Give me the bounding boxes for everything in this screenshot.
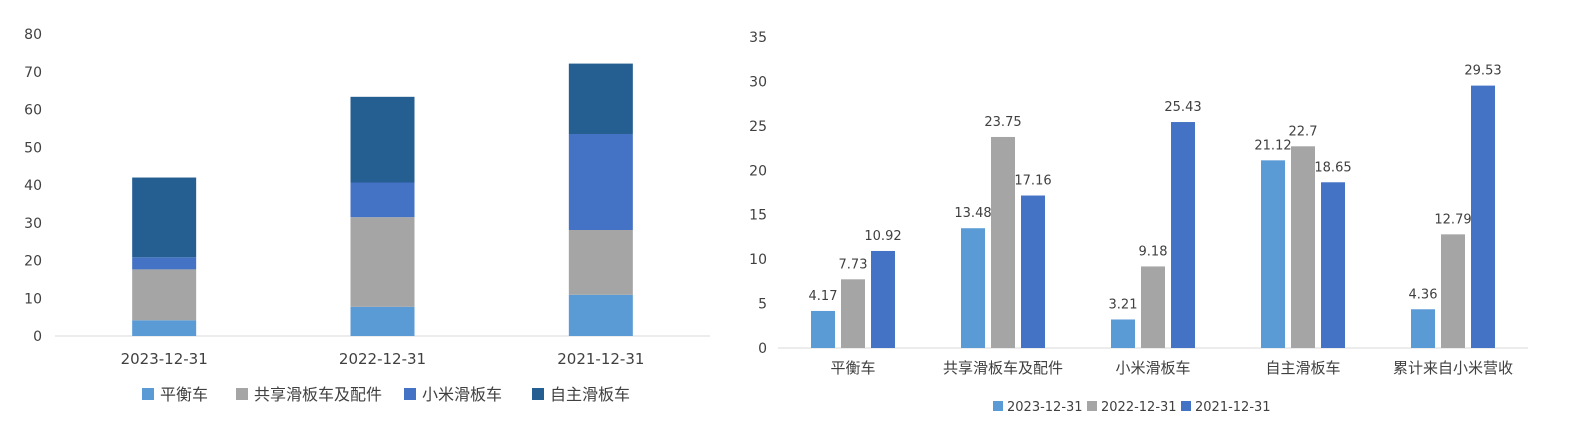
data-label: 13.48	[954, 206, 991, 221]
y-tick-label: 30	[749, 74, 767, 90]
y-tick-label: 0	[758, 341, 767, 357]
y-tick-label: 10	[749, 252, 767, 268]
y-tick-label: 60	[24, 103, 42, 119]
legend-swatch	[993, 401, 1003, 411]
x-category-label: 小米滑板车	[1115, 359, 1190, 377]
data-label: 18.65	[1314, 160, 1351, 175]
data-label: 21.12	[1254, 138, 1291, 153]
y-tick-label: 10	[24, 291, 42, 307]
legend-swatch	[532, 388, 544, 400]
legend-label: 2021-12-31	[1195, 400, 1271, 415]
y-tick-label: 15	[749, 208, 767, 224]
stacked-bar-segment	[350, 217, 415, 307]
y-tick-label: 20	[749, 163, 767, 179]
bar	[1261, 160, 1285, 348]
data-label: 9.18	[1139, 244, 1168, 259]
stacked-bar-segment	[350, 182, 415, 218]
bar	[1111, 319, 1135, 348]
bar	[1411, 309, 1435, 348]
stacked-bar-segment	[350, 96, 415, 183]
y-tick-label: 5	[758, 297, 767, 313]
bar	[1471, 85, 1495, 348]
bar	[1291, 146, 1315, 348]
y-tick-label: 80	[24, 27, 42, 43]
stacked-bar-segment	[132, 269, 197, 321]
stacked-bar-segment	[568, 63, 633, 134]
stacked-bar-segment	[132, 177, 197, 258]
stacked-bar-chart: 0 10 20 30 40 50 60 70 80 2023-12-31 2022-12-31 202…	[24, 27, 710, 404]
data-label: 7.73	[839, 257, 868, 272]
legend-swatch	[142, 388, 154, 400]
legend-swatch	[404, 388, 416, 400]
bar	[991, 136, 1015, 348]
stacked-bar-segment	[568, 294, 633, 336]
bar	[841, 279, 865, 348]
stacked-bar-segment	[568, 133, 633, 230]
grouped-bar-chart: 0 5 10 15 20 25 30 35 4.17 7.73 10.92 平衡车 13.48 23.75…	[749, 30, 1528, 415]
y-tick-label: 20	[24, 254, 42, 270]
y-tick-label: 0	[33, 329, 42, 345]
data-label: 17.16	[1014, 174, 1051, 189]
data-label: 25.43	[1164, 100, 1201, 115]
bar	[811, 310, 835, 348]
bar	[961, 228, 985, 348]
legend-label: 小米滑板车	[422, 385, 502, 404]
legend-label: 2023-12-31	[1007, 400, 1083, 415]
legend-label: 平衡车	[160, 385, 208, 404]
legend-swatch	[1087, 401, 1097, 411]
bar	[871, 250, 895, 348]
y-tick-label: 30	[24, 216, 42, 232]
data-label: 4.36	[1409, 287, 1438, 302]
y-tick-label: 40	[24, 178, 42, 194]
stacked-bar-segment	[568, 229, 633, 295]
x-category-label: 累计来自小米营收	[1393, 359, 1513, 377]
bar	[1171, 122, 1195, 348]
data-label: 12.79	[1434, 212, 1471, 227]
y-tick-label: 70	[24, 65, 42, 81]
x-category-label: 共享滑板车及配件	[943, 359, 1063, 377]
y-tick-label: 25	[749, 119, 767, 135]
bar	[1441, 234, 1465, 348]
x-category-label: 2023-12-31	[121, 350, 208, 368]
x-category-label: 2022-12-31	[339, 350, 426, 368]
data-label: 22.7	[1289, 124, 1318, 139]
legend-label: 自主滑板车	[550, 385, 630, 404]
data-label: 29.53	[1464, 64, 1501, 79]
stacked-bar-segment	[132, 320, 197, 336]
data-label: 3.21	[1109, 297, 1138, 312]
legend-label: 共享滑板车及配件	[254, 385, 382, 404]
data-label: 4.17	[809, 289, 838, 304]
bar	[1321, 182, 1345, 348]
stacked-bar-segment	[132, 257, 197, 270]
data-label: 10.92	[864, 229, 901, 244]
y-tick-label: 50	[24, 140, 42, 156]
bar	[1141, 266, 1165, 348]
legend-swatch	[1181, 401, 1191, 411]
stacked-bar-segment	[350, 306, 415, 336]
x-category-label: 2021-12-31	[557, 350, 644, 368]
legend-swatch	[236, 388, 248, 400]
x-category-label: 自主滑板车	[1265, 359, 1340, 377]
x-category-label: 平衡车	[830, 359, 875, 377]
legend-label: 2022-12-31	[1101, 400, 1177, 415]
bar	[1021, 195, 1045, 348]
data-label: 23.75	[984, 115, 1021, 130]
y-tick-label: 35	[749, 30, 767, 46]
